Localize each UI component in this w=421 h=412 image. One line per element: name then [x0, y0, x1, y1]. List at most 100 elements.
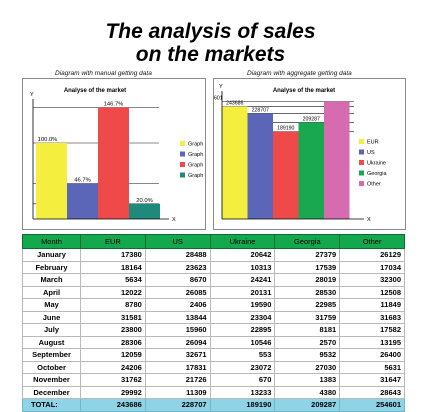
bar-other [324, 101, 350, 219]
cell-ukraine: 24241 [209, 273, 276, 287]
cell-eur: 23800 [80, 323, 146, 337]
data-label: 209287 [303, 116, 320, 122]
bar-ukraine [273, 131, 299, 219]
cell-month: December [22, 385, 81, 399]
cell-ukraine: 22895 [209, 323, 276, 337]
legend-swatch [359, 139, 364, 144]
table-row: June 31581 13844 23304 31759 31683 [22, 310, 405, 324]
cell-month: September [22, 348, 81, 362]
legend-swatch [359, 181, 364, 186]
table-row: March 5634 8670 24241 28019 32300 [22, 273, 405, 287]
data-label: 46.7% [74, 178, 90, 184]
cell-ukraine: 23072 [209, 360, 276, 374]
legend-swatch [180, 151, 185, 157]
chart-manual-bars: Analyse of the market Y X 100.0% 46.7% 146.7%… [23, 79, 208, 229]
cell-eur: 28306 [80, 335, 146, 349]
cell-eur: 24206 [80, 360, 146, 374]
cell-georgia: 22985 [274, 298, 341, 312]
cell-georgia: 27030 [274, 360, 341, 374]
cell-us: 8670 [144, 273, 211, 287]
cell-georgia: 28530 [274, 285, 341, 299]
cell-ukraine: 23304 [209, 310, 276, 324]
cell-ukraine: 19590 [209, 298, 276, 312]
cell-other: 31683 [339, 310, 405, 324]
cell-us: 2406 [144, 298, 211, 312]
table-row: December 29992 11309 13233 4380 28643 [22, 385, 405, 399]
table-header-row: Month EUR US Ukraine Georgia Other [22, 234, 405, 249]
chart-panel-manual: Analyse of the market Y X 100.0% 46.7% 146.7%… [22, 78, 208, 230]
data-label: 146.7% [104, 102, 124, 108]
legend-swatch [359, 149, 364, 155]
cell-other: 28643 [339, 385, 405, 399]
cell-ukraine: 20642 [209, 248, 276, 262]
cell-eur: 17380 [80, 248, 146, 262]
cell-eur: 8780 [80, 298, 146, 312]
data-label: 254601 [214, 95, 223, 101]
cell-month: April [22, 285, 81, 299]
y-axis-label: Y [30, 92, 34, 98]
caption-manual-diagram: Diagram with manual getting data [55, 70, 152, 77]
page-title-line-1: The analysis of sales [105, 20, 316, 43]
bar-us [247, 113, 273, 219]
legend-label: US [367, 150, 375, 156]
legend-label: Graph 3 [188, 163, 205, 169]
total-cell-us: 228707 [144, 398, 211, 412]
cell-eur: 12059 [80, 348, 146, 362]
chart-title: Analyse of the market [64, 88, 126, 94]
bar-eur [222, 106, 248, 219]
header-month: Month [22, 234, 81, 249]
cell-other: 17034 [339, 260, 405, 274]
page-title-line-2: on the markets [135, 43, 286, 66]
cell-us: 11309 [144, 385, 211, 399]
table-row: August 28306 26094 10546 2570 13195 [22, 335, 405, 349]
cell-eur: 5634 [80, 273, 146, 287]
table-row: April 12022 26085 20131 28530 12508 [22, 285, 405, 299]
cell-other: 26400 [339, 348, 405, 362]
cell-us: 21726 [144, 373, 211, 387]
cell-us: 26085 [144, 285, 211, 299]
x-axis-label: X [172, 217, 176, 223]
page-title: The analysis of sales on the markets [0, 20, 421, 66]
cell-other: 5631 [339, 360, 405, 374]
cell-georgia: 27379 [274, 248, 341, 262]
cell-ukraine: 553 [209, 348, 276, 362]
cell-eur: 29992 [80, 385, 146, 399]
cell-georgia: 9532 [274, 348, 341, 362]
legend-label: Graph 1 [188, 142, 205, 148]
cell-eur: 12022 [80, 285, 146, 299]
cell-other: 13195 [339, 335, 405, 349]
legend-swatch [180, 141, 185, 146]
table-row: February 18164 23623 10313 17539 17034 [22, 260, 405, 274]
cell-other: 31647 [339, 373, 405, 387]
cell-us: 32671 [144, 348, 211, 362]
cell-other: 26129 [339, 248, 405, 262]
chart-aggregate-bars: Analyse of the market Y X 243686 228707 18919… [205, 79, 405, 229]
table-row: November 31762 21726 670 1383 31647 [22, 373, 405, 387]
header-ukraine: Ukraine [209, 234, 276, 249]
cell-ukraine: 10313 [209, 260, 276, 274]
chart-panel-aggregate: Analyse of the market Y X 243686 228707 18919… [205, 78, 406, 230]
x-axis-label: X [367, 217, 371, 223]
legend-swatch [359, 160, 364, 165]
sales-table: Month EUR US Ukraine Georgia Other Janua… [22, 234, 405, 412]
cell-us: 13844 [144, 310, 211, 324]
cell-georgia: 4380 [274, 385, 341, 399]
cell-georgia: 28019 [274, 273, 341, 287]
bar-georgia [298, 122, 324, 219]
cell-month: July [22, 323, 81, 337]
cell-month: May [22, 298, 81, 312]
table-row: September 12059 32671 553 9532 26400 [22, 348, 405, 362]
cell-month: August [22, 335, 81, 349]
header-georgia: Georgia [274, 234, 341, 249]
cell-month: November [22, 373, 81, 387]
cell-us: 17831 [144, 360, 211, 374]
legend-label: Other [367, 182, 381, 188]
header-eur: EUR [80, 234, 146, 249]
cell-month: February [22, 260, 81, 274]
header-other: Other [339, 234, 405, 249]
cell-other: 32300 [339, 273, 405, 287]
data-label: 20.0% [136, 198, 152, 204]
data-label: 100.0% [38, 137, 58, 143]
cell-other: 17582 [339, 323, 405, 337]
header-us: US [144, 234, 211, 249]
